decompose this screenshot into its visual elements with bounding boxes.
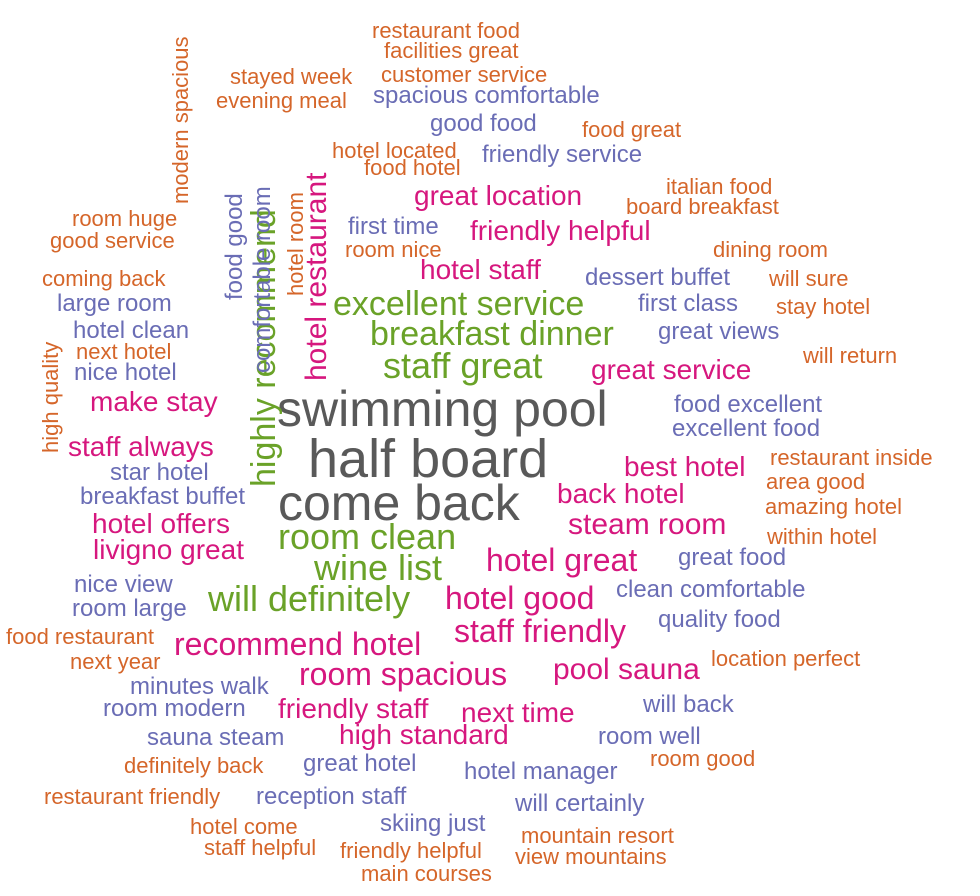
cloud-word: staff always: [68, 431, 214, 462]
cloud-word: reception staff: [256, 783, 407, 810]
cloud-word: customer service: [381, 62, 548, 87]
cloud-word: good service: [50, 228, 175, 253]
cloud-word: first time: [348, 213, 439, 240]
cloud-word: will definitely: [208, 578, 411, 619]
cloud-word: room huge: [72, 206, 178, 231]
cloud-word: board breakfast: [626, 194, 779, 219]
cloud-word: best hotel: [624, 451, 746, 482]
cloud-word: food good: [221, 193, 248, 300]
cloud-word: next year: [70, 649, 161, 674]
cloud-word: spacious comfortable: [373, 82, 600, 109]
cloud-word: skiing just: [380, 810, 486, 837]
cloud-word: sauna steam: [147, 724, 285, 751]
cloud-word: room spacious: [299, 656, 508, 692]
cloud-word: food restaurant: [6, 624, 154, 649]
cloud-word: make stay: [90, 386, 218, 417]
cloud-word: wine list: [314, 547, 443, 588]
cloud-word: breakfast dinner: [370, 315, 614, 353]
cloud-word: excellent food: [672, 415, 821, 442]
cloud-word: back hotel: [557, 478, 685, 509]
cloud-word: livigno great: [93, 534, 244, 565]
cloud-word: friendly service: [482, 141, 643, 168]
cloud-word: come back: [278, 475, 520, 531]
cloud-word: hotel manager: [464, 758, 618, 785]
cloud-word: excellent service: [333, 285, 585, 323]
cloud-word: will certainly: [515, 790, 645, 817]
cloud-word: staff helpful: [204, 835, 317, 860]
cloud-word: room nice: [345, 237, 442, 262]
cloud-word: next time: [461, 697, 575, 728]
cloud-word: great food: [678, 544, 787, 571]
cloud-word: minutes walk: [130, 673, 269, 700]
cloud-word: large room: [57, 290, 172, 317]
cloud-word: recommend hotel: [174, 626, 422, 662]
cloud-word: high quality: [38, 341, 63, 453]
cloud-word: hotel good: [445, 580, 595, 616]
cloud-word: facilities great: [384, 38, 519, 63]
cloud-word: hotel room: [283, 192, 308, 296]
cloud-word: restaurant friendly: [44, 784, 221, 809]
cloud-word: hotel offers: [92, 508, 231, 539]
cloud-word: will back: [643, 691, 734, 718]
cloud-word: hotel clean: [73, 317, 190, 344]
cloud-word: amazing hotel: [765, 494, 902, 519]
cloud-word: hotel located: [332, 138, 457, 163]
cloud-word: next hotel: [76, 339, 172, 364]
cloud-word: staff friendly: [454, 613, 626, 649]
cloud-word: great views: [658, 318, 780, 345]
cloud-word: friendly staff: [278, 693, 429, 724]
cloud-word: half board: [308, 429, 549, 489]
cloud-word: swimming pool: [277, 381, 608, 437]
cloud-word: restaurant inside: [770, 445, 933, 470]
cloud-word: great location: [414, 180, 583, 211]
cloud-word: staff great: [383, 345, 543, 386]
cloud-word: pool sauna: [553, 653, 700, 686]
cloud-word: food excellent: [674, 391, 823, 418]
cloud-word: clean comfortable: [616, 576, 806, 603]
cloud-word: nice view: [74, 571, 173, 598]
cloud-word: friendly helpful: [340, 838, 482, 863]
cloud-word: room modern: [103, 695, 246, 722]
cloud-word: modern spacious: [168, 36, 193, 204]
cloud-word: coming back: [42, 266, 166, 291]
cloud-word: definitely back: [124, 753, 264, 778]
cloud-word: room clean: [278, 516, 457, 557]
cloud-word: dessert buffet: [585, 264, 730, 291]
cloud-word: evening meal: [216, 88, 347, 113]
cloud-word: will return: [803, 343, 898, 368]
cloud-word: room well: [598, 723, 701, 750]
cloud-word: restaurant food: [372, 18, 520, 43]
cloud-word: nice hotel: [74, 359, 177, 386]
cloud-word: star hotel: [110, 459, 209, 486]
cloud-word: within hotel: [767, 524, 878, 549]
cloud-word: italian food: [666, 174, 773, 199]
cloud-word: room large: [72, 595, 187, 622]
cloud-word: area good: [766, 469, 866, 494]
cloud-word: comfortable room: [249, 186, 276, 373]
cloud-word: great hotel: [303, 750, 417, 777]
cloud-word: will sure: [769, 266, 849, 291]
cloud-word: food hotel: [364, 155, 461, 180]
cloud-word: location perfect: [711, 646, 861, 671]
cloud-word: first class: [638, 290, 739, 317]
cloud-word: food great: [582, 117, 682, 142]
cloud-word: quality food: [658, 606, 781, 633]
cloud-word: mountain resort: [521, 823, 674, 848]
cloud-word: steam room: [568, 508, 727, 541]
cloud-word: hotel staff: [420, 254, 541, 285]
cloud-word: hotel come: [190, 814, 298, 839]
cloud-word: great service: [591, 354, 752, 385]
cloud-word: friendly helpful: [470, 215, 651, 246]
cloud-word: room good: [650, 746, 756, 771]
cloud-word: stay hotel: [776, 294, 871, 319]
cloud-word: view mountains: [515, 844, 667, 869]
cloud-word: high standard: [339, 719, 509, 750]
cloud-word: stayed week: [230, 64, 353, 89]
cloud-word: main courses: [361, 861, 492, 886]
cloud-word: hotel great: [486, 542, 638, 578]
cloud-word: good food: [430, 110, 537, 137]
cloud-word: dining room: [713, 237, 828, 262]
cloud-word: breakfast buffet: [80, 483, 245, 510]
